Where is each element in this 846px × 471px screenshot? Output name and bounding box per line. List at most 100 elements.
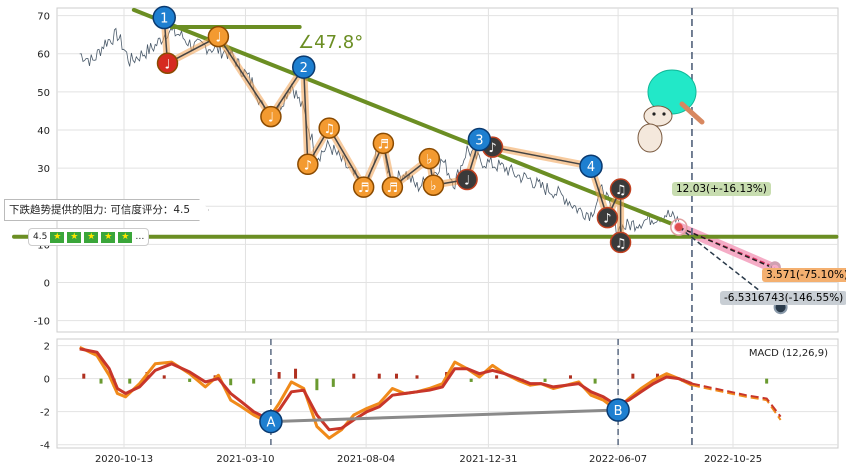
dog-eye-icon [652,112,656,116]
wave-number-marker: 3 [467,127,492,152]
note-marker-glyph: ♫ [615,236,627,251]
macd-histogram-bar [162,375,166,379]
forecast-origin-ring [670,218,688,236]
x-tick-label: 2020-10-13 [95,454,153,465]
note-marker: ♬ [352,176,375,198]
note-marker-glyph: ♪ [488,141,496,156]
star-icon: ★ [84,231,99,243]
note-marker-glyph: ♩ [215,31,221,46]
x-tick-label: 2022-10-25 [704,454,762,465]
note-marker-circle [422,174,445,196]
note-marker-glyph: ♩ [164,57,170,72]
macd-signal-line [79,347,693,432]
price-y-tick-label: 0 [44,278,50,289]
wave-number-circle [152,5,176,30]
wave-number-circle [467,127,492,152]
divergence-marker: A [259,409,283,434]
wave-number-label: 1 [160,12,168,27]
note-marker: ♫ [318,117,340,139]
forecast-origin-dot [674,223,683,232]
note-marker-circle [381,176,404,198]
note-marker: ♭ [418,147,441,170]
price-y-tick-label: 70 [37,12,50,23]
macd-histogram-bar [469,378,473,382]
star-icon: ★ [118,231,133,243]
macd-histogram-bar [394,373,398,379]
divergence-line [270,408,619,424]
forecast-label-middle: 3.571(-75.10%) [762,268,846,282]
note-marker-glyph: ♬ [387,181,399,196]
macd-histogram-bar [352,373,356,379]
wave-number-label: 3 [475,134,483,149]
note-marker-glyph: ♬ [378,137,390,152]
macd-histogram-bar [415,375,419,379]
forecast-label-upper: 12.03(+-16.13%) [672,182,771,196]
star-icon: ★ [67,231,82,243]
note-marker-glyph: ♬ [358,181,370,196]
note-marker: ♩ [456,168,478,191]
note-marker-glyph: ♭ [430,179,436,194]
note-marker-glyph: ♭ [426,153,432,168]
x-tick-label: 2021-08-04 [337,454,395,465]
dog-eye-icon [662,112,666,116]
macd-histogram-bar [82,373,86,379]
macd-histogram-bar [377,373,381,379]
macd-histogram-bar [315,378,319,391]
macd-histogram-bar [128,378,132,384]
note-marker-circle [418,147,441,170]
divergence-marker-label: A [266,416,275,431]
wave-number-circle [579,154,603,178]
macd-y-tick-label: -4 [40,441,50,452]
rating-value: 4.5 [33,232,48,242]
fan-handle-icon [679,101,705,125]
note-marker-glyph: ♩ [268,111,274,126]
macd-histogram-bar [331,378,335,387]
note-marker: ♩ [156,52,179,75]
note-marker-circle [260,105,282,128]
macd-forecast-line [691,384,782,421]
note-marker-circle [609,178,632,200]
note-marker: ♩ [207,25,230,48]
trend-angle-label: ∠47.8° [298,32,363,53]
wave-number-circle [291,55,316,79]
note-marker: ♩ [260,105,282,128]
note-marker-circle [318,117,340,139]
macd-panel-frame [56,338,839,449]
note-marker-circle [372,132,395,155]
macd-y-tick-label: 0 [44,375,50,386]
x-tick-label: 2021-03-10 [216,454,274,465]
note-marker-circle [596,206,619,229]
note-marker: ♬ [372,132,395,155]
macd-y-tick-label: -2 [40,408,50,419]
note-marker: ♭ [422,174,445,196]
note-marker-glyph: ♩ [464,174,470,189]
macd-histogram-bar [252,378,256,384]
x-tick-label: 2021-12-31 [459,454,517,465]
divergence-marker-label: B [614,404,623,419]
macd-histogram-bar [229,378,233,386]
macd-histogram-bar [495,375,499,379]
macd-histogram-bar [631,373,635,379]
macd-y-tick-label: 2 [44,342,50,353]
divergence-marker-circle [259,409,283,434]
price-y-tick-label: 50 [37,88,50,99]
note-marker-circle [207,25,230,48]
note-marker: ♪ [596,206,619,229]
macd-histogram-bar [765,378,769,384]
note-marker-circle [352,176,375,198]
macd-histogram-bar [277,372,281,379]
wave-number-label: 2 [300,61,308,76]
note-marker: ♬ [381,176,404,198]
macd-histogram-bar [188,378,192,382]
macd-forecast-line [691,382,782,418]
wave-number-marker: 2 [291,55,316,79]
note-marker-glyph: ♫ [323,122,335,137]
divergence-marker: B [606,398,630,422]
dog-body-icon [637,123,663,153]
note-marker-circle [456,168,478,191]
macd-histogram-bar [568,375,572,379]
dog-head-icon [643,105,673,127]
note-marker: ♪ [297,153,319,176]
